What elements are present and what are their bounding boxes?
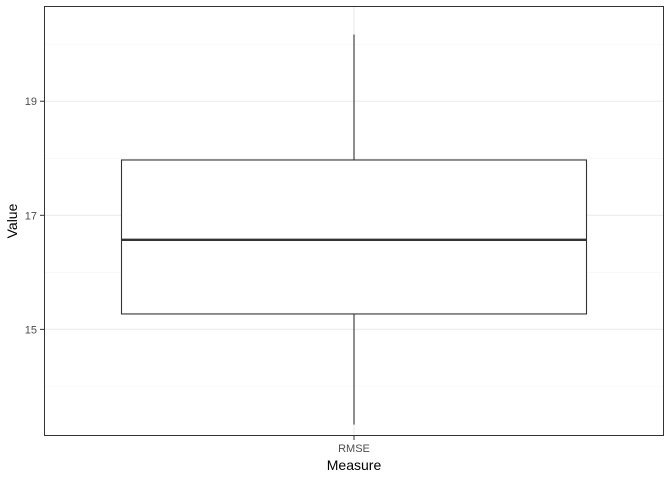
box-iqr: [120, 159, 588, 315]
y-tick-label: 15: [25, 324, 37, 336]
y-axis-ticks: 15 17 19: [25, 96, 44, 336]
x-axis-ticks: RMSE: [338, 436, 370, 455]
x-axis-title: Measure: [327, 457, 382, 473]
y-axis-title: Value: [4, 203, 20, 238]
box-rmse: [120, 34, 588, 425]
y-tick-label: 19: [25, 96, 37, 108]
y-tick-label: 17: [25, 210, 37, 222]
panel-border: [44, 6, 664, 436]
box-series: [120, 34, 588, 425]
x-tick-label: RMSE: [338, 443, 370, 455]
